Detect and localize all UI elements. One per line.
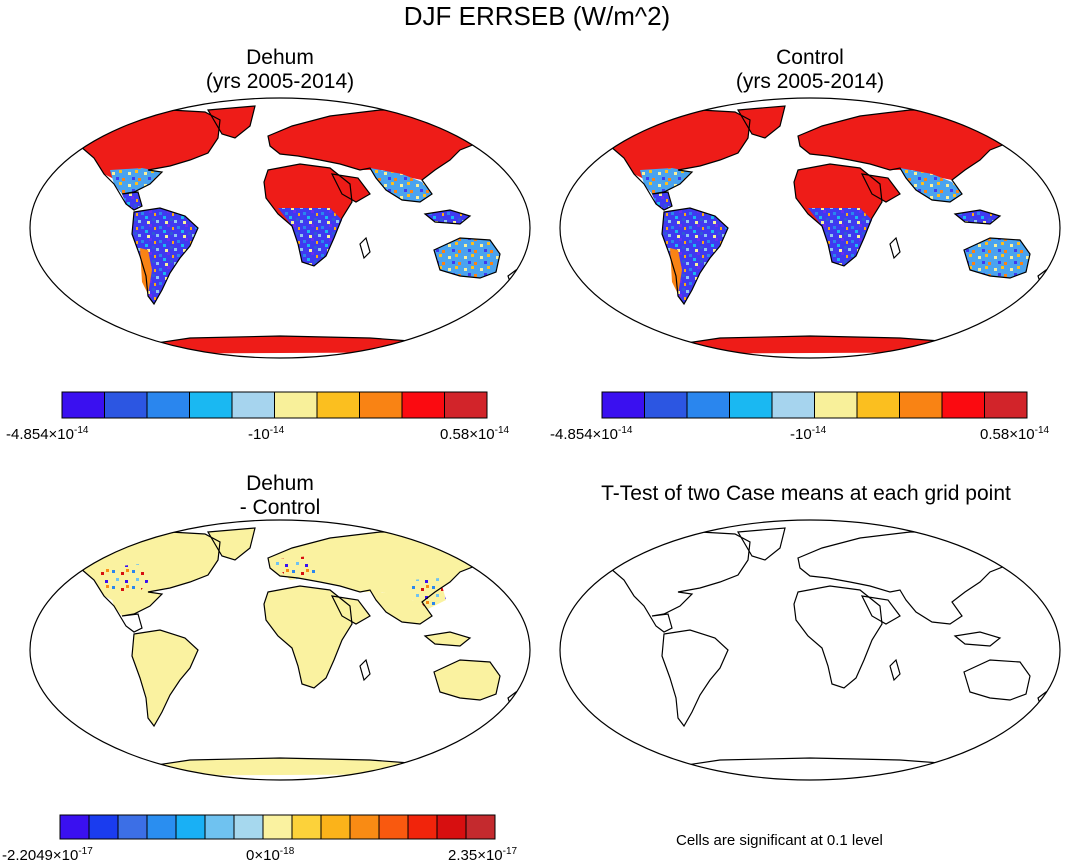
colorbar-diff-tick-max: 2.35×10-17 bbox=[448, 846, 518, 864]
colorbar-dehum-swatch bbox=[359, 391, 403, 419]
colorbar-control-swatch bbox=[941, 391, 985, 419]
colorbar-dehum-swatch bbox=[61, 391, 105, 419]
panel-ttest-title: T-Test of two Case means at each grid po… bbox=[601, 482, 1011, 505]
map-dehum bbox=[29, 97, 531, 359]
colorbar-dehum-tick-max: 0.58×10-14 bbox=[440, 425, 510, 443]
panel-control-title: Control (yrs 2005-2014) bbox=[560, 46, 1060, 94]
map-dehum-border bbox=[29, 97, 531, 359]
colorbar-control-swatch bbox=[856, 391, 900, 419]
colorbar-control-swatch bbox=[601, 391, 645, 419]
colorbar-dehum-swatch bbox=[274, 391, 318, 419]
colorbar-diff bbox=[59, 814, 496, 840]
colorbar-control-swatch bbox=[984, 391, 1028, 419]
colorbar-dehum-swatch bbox=[146, 391, 190, 419]
colorbar-diff-swatch bbox=[465, 814, 496, 840]
colorbar-dehum-swatch bbox=[189, 391, 233, 419]
panel-dehum-title-line1: Dehum bbox=[246, 46, 314, 69]
colorbar-control-tick-min: -4.854×10-14 bbox=[550, 425, 633, 443]
colorbar-control-swatch bbox=[814, 391, 858, 419]
colorbar-control-swatch bbox=[899, 391, 943, 419]
colorbar-diff-swatch bbox=[88, 814, 119, 840]
colorbar-diff-swatch bbox=[146, 814, 177, 840]
colorbar-control bbox=[601, 391, 1028, 419]
colorbar-diff-swatch bbox=[233, 814, 264, 840]
figure-title: DJF ERRSEB (W/m^2) bbox=[403, 1, 671, 31]
map-ttest bbox=[559, 519, 1061, 781]
colorbar-dehum-tick-mid: -10-14 bbox=[248, 425, 285, 443]
panel-dehum-title-line2: (yrs 2005-2014) bbox=[205, 70, 355, 93]
panel-diff-title-line2: - Control bbox=[239, 496, 321, 519]
colorbar-control-tick-max: 0.58×10-14 bbox=[980, 425, 1050, 443]
colorbar-diff-swatch bbox=[117, 814, 148, 840]
colorbar-diff-tick-min: -2.2049×10-17 bbox=[2, 846, 93, 864]
colorbar-diff-swatch bbox=[378, 814, 409, 840]
panel-dehum-title: Dehum (yrs 2005-2014) bbox=[30, 46, 530, 94]
colorbar-control-swatch bbox=[644, 391, 688, 419]
colorbar-dehum-swatch bbox=[104, 391, 148, 419]
panel-diff-title: Dehum - Control bbox=[30, 472, 530, 520]
colorbar-diff-swatch bbox=[204, 814, 235, 840]
significance-footnote: Cells are significant at 0.1 level bbox=[676, 832, 883, 849]
colorbar-control-swatch bbox=[686, 391, 730, 419]
colorbar-diff-swatch bbox=[291, 814, 322, 840]
colorbar-diff-swatch bbox=[175, 814, 206, 840]
colorbar-dehum-swatch bbox=[444, 391, 488, 419]
map-diff bbox=[29, 519, 531, 781]
colorbar-control-swatch bbox=[729, 391, 773, 419]
colorbar-dehum bbox=[61, 391, 488, 419]
colorbar-control-swatch bbox=[771, 391, 815, 419]
map-control bbox=[559, 97, 1061, 359]
panel-diff-title-line1: Dehum bbox=[246, 472, 314, 495]
colorbar-diff-swatch bbox=[349, 814, 380, 840]
colorbar-diff-swatch bbox=[59, 814, 90, 840]
map-control-border bbox=[559, 97, 1061, 359]
panel-control-title-line1: Control bbox=[776, 46, 844, 69]
panel-control-title-line2: (yrs 2005-2014) bbox=[735, 70, 885, 93]
map-ttest-border bbox=[559, 519, 1061, 781]
colorbar-diff-swatch bbox=[262, 814, 293, 840]
colorbar-dehum-swatch bbox=[316, 391, 360, 419]
colorbar-diff-swatch bbox=[407, 814, 438, 840]
colorbar-diff-tick-mid: 0×10-18 bbox=[246, 846, 295, 864]
colorbar-control-tick-mid: -10-14 bbox=[790, 425, 827, 443]
colorbar-dehum-tick-min: -4.854×10-14 bbox=[6, 425, 89, 443]
colorbar-diff-swatch bbox=[436, 814, 467, 840]
map-diff-border bbox=[29, 519, 531, 781]
colorbar-dehum-swatch bbox=[401, 391, 445, 419]
colorbar-dehum-swatch bbox=[231, 391, 275, 419]
colorbar-diff-swatch bbox=[320, 814, 351, 840]
